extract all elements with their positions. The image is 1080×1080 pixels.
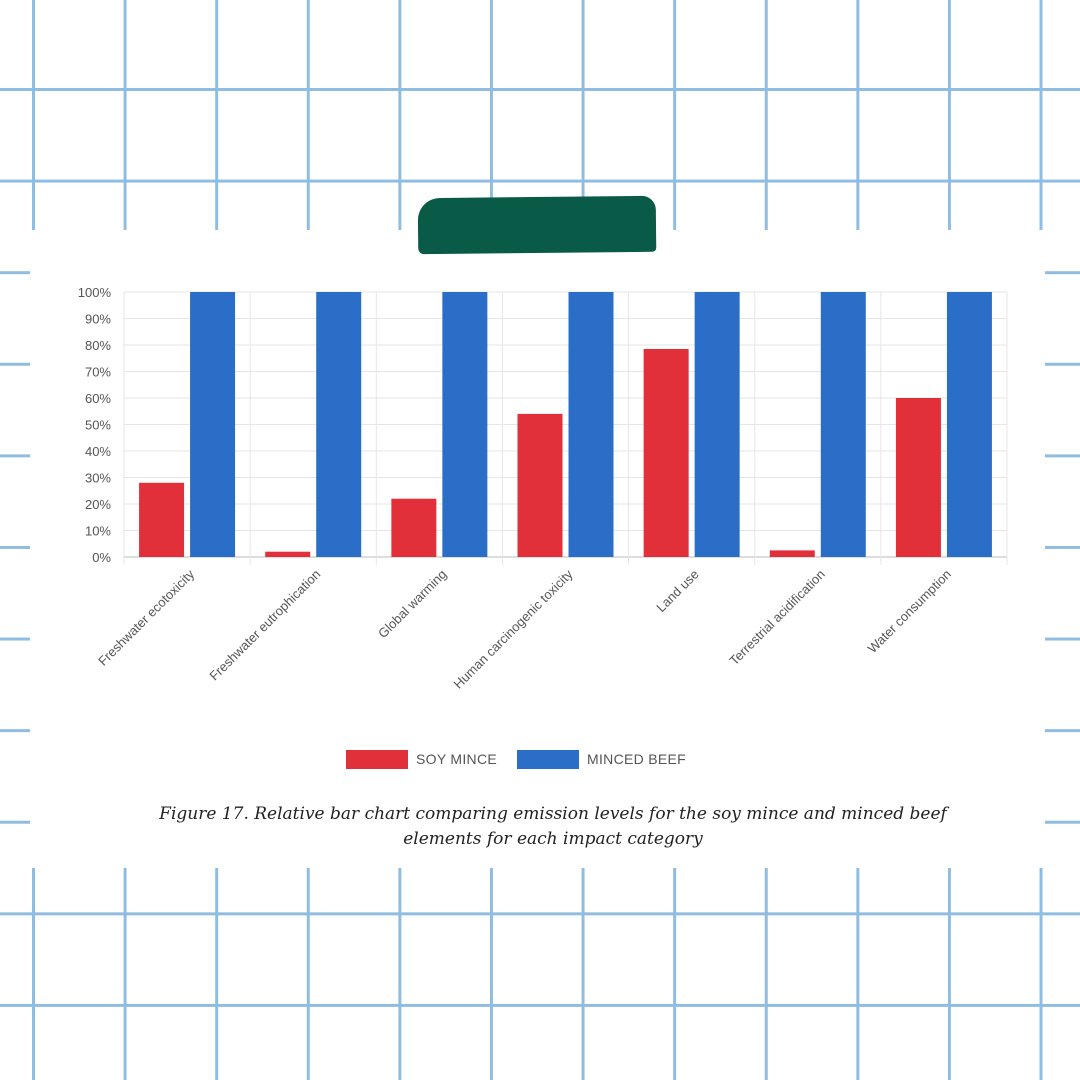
y-tick-label: 80% [85, 338, 111, 353]
caption-line-2: elements for each impact category [403, 829, 703, 849]
bars-layer [139, 292, 992, 557]
legend-label-soy: SOY MINCE [416, 751, 498, 767]
caption-line-1: Figure 17. Relative bar chart comparing … [159, 804, 947, 824]
legend-swatch-beef [517, 749, 580, 769]
x-tick-label: Water consumption [865, 567, 954, 656]
x-tick-label: Human carcinogenic toxicity [451, 566, 576, 691]
bar-minced-beef [190, 292, 236, 557]
bar-soy-mince [265, 551, 311, 557]
y-tick-label: 10% [85, 524, 111, 539]
y-tick-label: 60% [85, 391, 111, 406]
bar-soy-mince [139, 482, 185, 557]
legend-swatch-soy [346, 749, 408, 769]
bar-minced-beef [568, 292, 614, 557]
y-tick-label: 90% [85, 312, 111, 327]
x-axis-ticks: Freshwater ecotoxicity Freshwater eutroph… [95, 566, 954, 691]
y-tick-label: 0% [92, 550, 111, 565]
x-tick-label: Terrestrial acidification [726, 567, 828, 669]
y-tick-label: 40% [85, 444, 111, 459]
bar-soy-mince [643, 348, 689, 557]
bar-soy-mince [769, 550, 815, 557]
figure-caption: Figure 17. Relative bar chart comparing … [88, 802, 1018, 852]
bar-minced-beef [946, 292, 992, 557]
legend-label-beef: MINCED BEEF [587, 751, 686, 767]
bar-minced-beef [442, 292, 488, 557]
y-tick-label: 20% [85, 497, 111, 512]
bar-soy-mince [895, 398, 941, 557]
x-tick-label: Freshwater eutrophication [206, 567, 323, 684]
legend-item-beef[interactable]: MINCED BEEF [517, 749, 686, 769]
x-tick-label: Freshwater ecotoxicity [95, 566, 197, 668]
x-tick-label: Global warming [375, 567, 449, 641]
bar-minced-beef [694, 292, 740, 557]
y-axis-ticks: 0% 10% 20% 30% 40% 50% 60% 70% 80% 90% 100% [78, 285, 112, 565]
y-tick-label: 30% [85, 471, 111, 486]
grid-layer [123, 291, 1008, 565]
y-tick-label: 50% [85, 418, 111, 433]
x-tick-label: Land use [653, 567, 701, 615]
bar-soy-mince [391, 498, 437, 557]
y-tick-label: 100% [78, 285, 112, 300]
legend: SOY MINCE MINCED BEEF [346, 749, 706, 769]
legend-item-soy[interactable]: SOY MINCE [346, 749, 498, 769]
y-tick-label: 70% [85, 365, 111, 380]
bar-minced-beef [820, 292, 866, 557]
bar-soy-mince [517, 413, 563, 557]
bar-minced-beef [316, 292, 362, 557]
